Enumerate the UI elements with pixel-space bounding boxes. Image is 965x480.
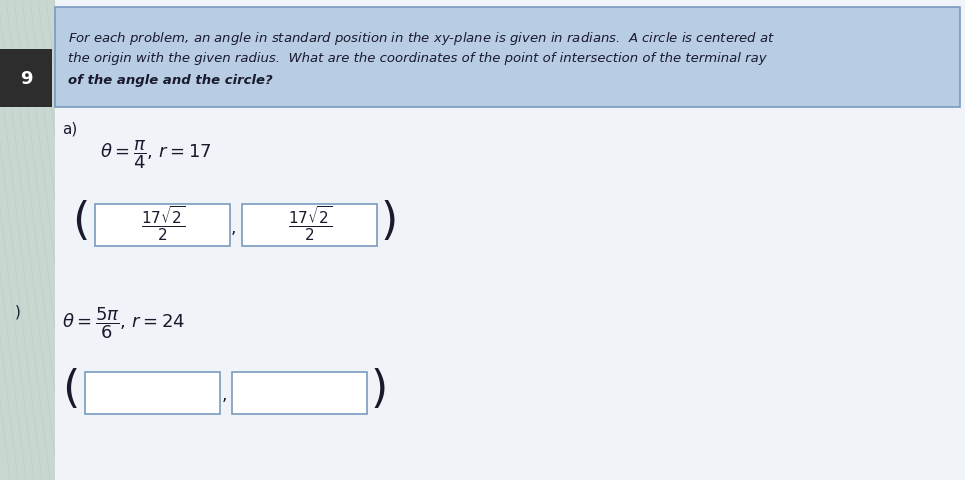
Text: ): ) — [370, 368, 387, 411]
Text: a): a) — [62, 122, 77, 137]
Text: (: ( — [72, 200, 90, 243]
Text: $\theta = \dfrac{\pi}{4},\, r = 17$: $\theta = \dfrac{\pi}{4},\, r = 17$ — [100, 138, 212, 170]
Text: $\theta = \dfrac{5\pi}{6},\, r = 24$: $\theta = \dfrac{5\pi}{6},\, r = 24$ — [62, 304, 185, 340]
Bar — [242, 204, 377, 247]
Text: of the angle and the circle?: of the angle and the circle? — [68, 74, 273, 87]
Bar — [0, 50, 52, 108]
Bar — [55, 8, 960, 108]
Text: the origin with the given radius.  What are the coordinates of the point of inte: the origin with the given radius. What a… — [68, 52, 766, 65]
Bar — [85, 372, 220, 414]
Text: ): ) — [15, 304, 21, 319]
Text: ,: , — [221, 385, 227, 403]
Text: (: ( — [62, 368, 79, 411]
Text: ,: , — [231, 218, 235, 237]
Text: ): ) — [380, 200, 398, 243]
Text: For each problem, an angle in standard position in the $xy$-plane is given in ra: For each problem, an angle in standard p… — [68, 30, 775, 47]
Text: $\dfrac{17\sqrt{2}}{2}$: $\dfrac{17\sqrt{2}}{2}$ — [288, 204, 332, 243]
Text: $\dfrac{17\sqrt{2}}{2}$: $\dfrac{17\sqrt{2}}{2}$ — [141, 204, 185, 243]
Bar — [232, 372, 367, 414]
Bar — [95, 204, 230, 247]
Text: 9: 9 — [19, 70, 32, 88]
